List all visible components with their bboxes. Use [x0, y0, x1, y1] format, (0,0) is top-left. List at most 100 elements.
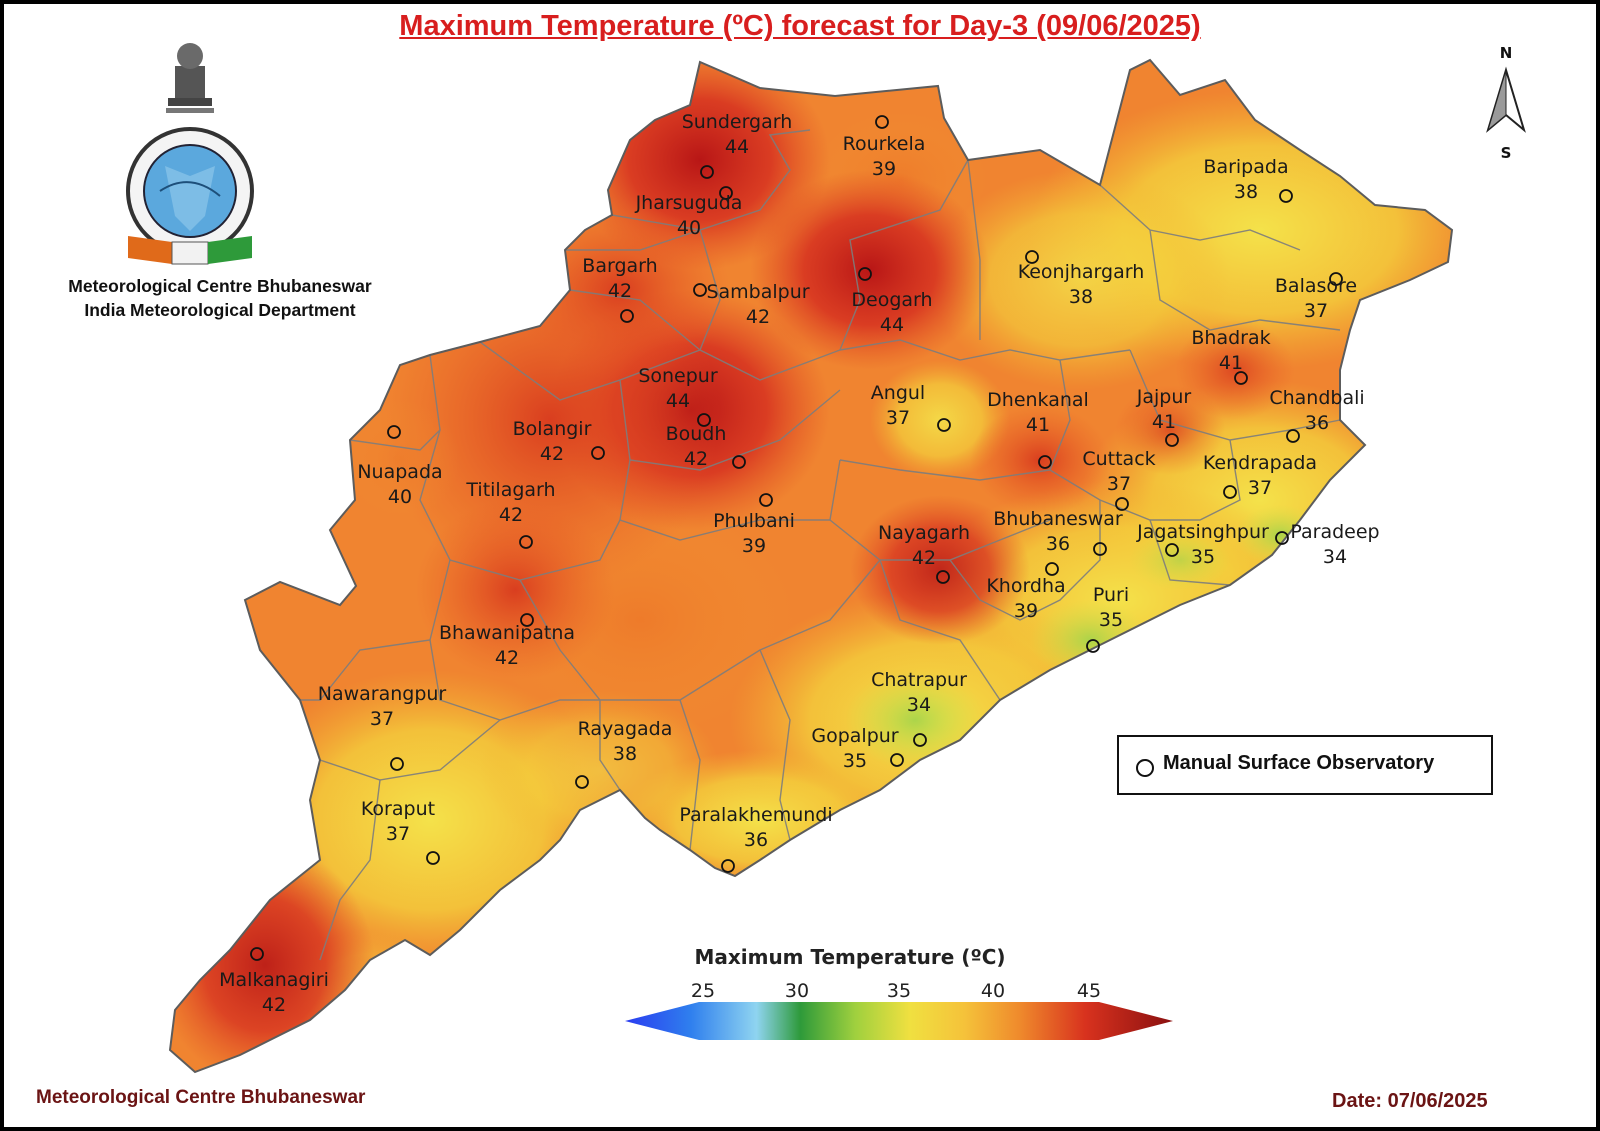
department-name: India Meteorological Department: [84, 300, 356, 320]
district-boundaries: [300, 129, 1341, 961]
station-temp: 34: [907, 694, 931, 716]
station-name: Deogarh: [851, 289, 932, 311]
station-name: Phulbani: [713, 510, 795, 532]
station-markers: [250, 115, 1343, 961]
station-temp: 42: [912, 547, 936, 569]
station-marker: [700, 165, 714, 179]
station-name: Bargarh: [582, 255, 657, 277]
imd-logo: [126, 43, 254, 265]
observatory-symbol: [1136, 759, 1154, 777]
station-marker: [1279, 189, 1293, 203]
station-marker: [575, 775, 589, 789]
south-label: S: [1501, 144, 1512, 162]
station-temp: 34: [1323, 546, 1347, 568]
station-temp: 35: [1099, 609, 1123, 631]
station-temp: 39: [872, 158, 896, 180]
station-marker: [1093, 542, 1107, 556]
station-temp: 38: [1069, 286, 1093, 308]
station-name: Bhadrak: [1191, 327, 1270, 349]
station-name: Malkanagiri: [219, 969, 329, 991]
station-marker: [387, 425, 401, 439]
station-marker: [1234, 371, 1248, 385]
station-marker: [721, 859, 735, 873]
station-marker: [519, 535, 533, 549]
station-name: Jharsuguda: [635, 192, 743, 214]
station-marker: [1329, 272, 1343, 286]
colorbar: [625, 1002, 1173, 1040]
station-marker: [426, 851, 440, 865]
station-marker: [732, 455, 746, 469]
station-temp: 42: [495, 647, 519, 669]
station-temp: 42: [746, 306, 770, 328]
station-name: Gopalpur: [811, 725, 898, 747]
station-temp: 42: [540, 443, 564, 465]
station-name: Rourkela: [843, 133, 926, 155]
station-marker: [937, 418, 951, 432]
station-temp: 36: [744, 829, 768, 851]
colorbar-tick: 40: [980, 980, 1006, 1002]
station-marker: [1115, 497, 1129, 511]
station-name: Chandbali: [1269, 387, 1364, 409]
station-temp: 42: [499, 504, 523, 526]
station-marker: [1223, 485, 1237, 499]
station-temp: 35: [1191, 546, 1215, 568]
station-temp: 41: [1152, 411, 1176, 433]
legend-label: Manual Surface Observatory: [1163, 752, 1435, 774]
station-temp: 39: [1014, 600, 1038, 622]
colorbar-tick: 45: [1076, 980, 1102, 1002]
colorbar-tick: 35: [886, 980, 912, 1002]
station-temp: 41: [1026, 414, 1050, 436]
issue-date: Date: 07/06/2025: [1332, 1090, 1488, 1112]
station-marker: [620, 309, 634, 323]
station-name: Jagatsinghpur: [1136, 521, 1269, 543]
station-marker: [520, 613, 534, 627]
station-temp: 37: [1304, 300, 1328, 322]
station-temp: 38: [1234, 181, 1258, 203]
station-name: Nuapada: [357, 461, 442, 483]
station-temp: 40: [388, 486, 412, 508]
station-marker: [1038, 455, 1052, 469]
station-marker: [890, 753, 904, 767]
station-temp: 44: [725, 136, 749, 158]
station-marker: [1025, 250, 1039, 264]
station-name: Puri: [1093, 584, 1129, 606]
station-temp: 37: [886, 407, 910, 429]
colorbar-title: Maximum Temperature (ºC): [694, 945, 1006, 969]
station-name: Rayagada: [578, 718, 673, 740]
station-name: Balasore: [1275, 275, 1357, 297]
station-labels: Sundergarh 44 Rourkela 39 Jharsuguda 40 …: [219, 111, 1379, 1016]
north-arrow: N S: [1486, 44, 1526, 162]
station-name: Chatrapur: [871, 669, 967, 691]
station-name: Dhenkanal: [987, 389, 1089, 411]
station-name: Nawarangpur: [318, 683, 447, 705]
station-name: Khordha: [986, 575, 1065, 597]
station-temp: 44: [666, 390, 690, 412]
station-temp: 39: [742, 535, 766, 557]
station-name: Kendrapada: [1203, 452, 1317, 474]
station-name: Sonepur: [638, 365, 718, 387]
station-marker: [936, 570, 950, 584]
station-marker: [858, 267, 872, 281]
station-temp: 42: [262, 994, 286, 1016]
station-marker: [913, 733, 927, 747]
colorbar-tick: 30: [784, 980, 810, 1002]
station-marker: [693, 283, 707, 297]
station-name: Keonjhargarh: [1018, 261, 1145, 283]
footer-centre-name: Meteorological Centre Bhubaneswar: [36, 1087, 366, 1108]
station-temp: 36: [1046, 533, 1070, 555]
page-title: Maximum Temperature (ºC) forecast for Da…: [399, 10, 1201, 42]
station-temp: 37: [370, 708, 394, 730]
station-name: Jajpur: [1136, 386, 1192, 408]
station-name: Koraput: [361, 798, 435, 820]
station-marker: [697, 413, 711, 427]
station-marker: [719, 186, 733, 200]
station-name: Sambalpur: [706, 281, 809, 303]
station-temp: 37: [386, 823, 410, 845]
station-name: Bolangir: [513, 418, 592, 440]
station-name: Angul: [871, 382, 925, 404]
station-marker: [1165, 543, 1179, 557]
station-marker: [250, 947, 264, 961]
station-name: Cuttack: [1082, 448, 1155, 470]
station-legend: Manual Surface Observatory: [1117, 735, 1493, 795]
